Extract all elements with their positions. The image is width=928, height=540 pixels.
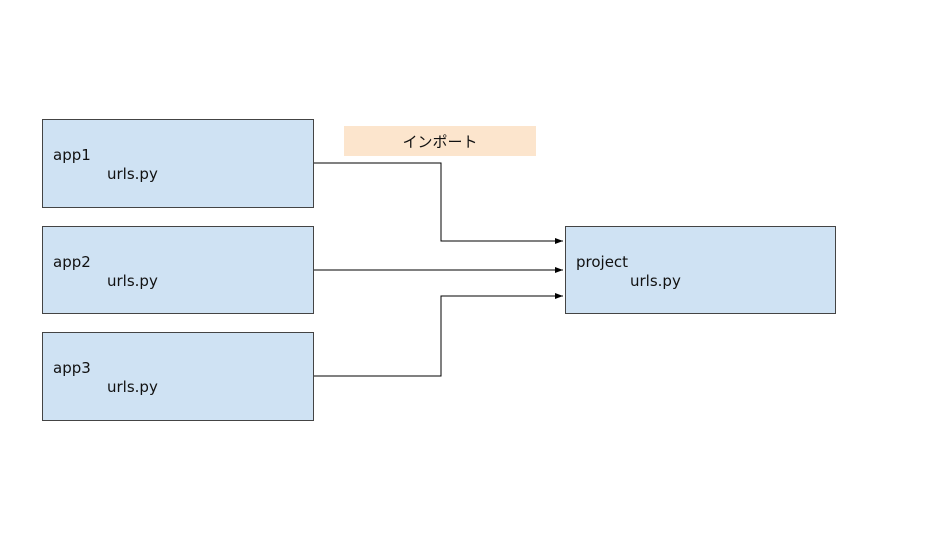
project-label: project xyxy=(576,253,629,271)
app1-urls-file: urls.py xyxy=(107,165,158,183)
import-note-label: インポート xyxy=(344,126,536,156)
arrow-app3-to-project xyxy=(314,293,563,377)
app3-urls-file: urls.py xyxy=(107,378,158,396)
app3-box: app3 urls.py xyxy=(42,332,314,421)
app2-label: app2 xyxy=(53,253,91,271)
app3-label: app3 xyxy=(53,359,91,377)
arrow-app1-to-project xyxy=(314,162,563,244)
app1-box: app1 urls.py xyxy=(42,119,314,208)
app2-box: app2 urls.py xyxy=(42,226,314,314)
app2-urls-file: urls.py xyxy=(107,272,158,290)
app1-label: app1 xyxy=(53,146,91,164)
project-urls-file: urls.py xyxy=(630,272,681,290)
project-box: project urls.py xyxy=(565,226,836,314)
